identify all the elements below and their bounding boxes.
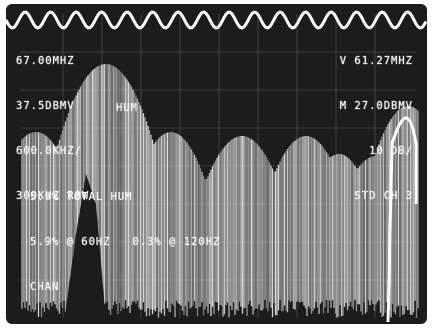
spectrum-display: [6, 10, 427, 323]
reference-level: 37.5DBMV: [16, 100, 75, 112]
left-readouts: 67.00MHZ 37.5DBMV 600.0KHZ/ 300KHZ RBW: [16, 24, 89, 234]
hum-waveform: [6, 10, 427, 30]
channel-label: CHAN: [30, 281, 60, 293]
right-readouts: V 61.27MHZ M 27.0DBMV 10 DB/ STD CH 3: [340, 24, 413, 234]
resolution-bandwidth: 300KHZ RBW: [16, 190, 90, 202]
marker-frequency: V 61.27MHZ: [339, 55, 413, 67]
spectrum-analyzer-screen: 67.00MHZ 37.5DBMV 600.0KHZ/ 300KHZ RBW V…: [6, 4, 427, 324]
marker-level: M 27.0DBMV: [339, 100, 413, 112]
standard-channel: STD CH 3: [354, 190, 413, 202]
signal-envelope: [21, 64, 419, 323]
measurement-results: 5.9% TOTAL HUM 5.9% @ 60HZ 0.3% @ 120HZ …: [30, 160, 220, 324]
center-frequency: 67.00MHZ: [16, 55, 75, 67]
scale-per-division: 10 DB/: [369, 145, 413, 157]
span-per-division: 600.0KHZ/: [16, 145, 82, 157]
hum-breakdown: 5.9% @ 60HZ 0.3% @ 120HZ: [30, 236, 221, 248]
measurement-mode: HUM: [116, 102, 138, 114]
total-hum: 5.9% TOTAL HUM: [30, 191, 133, 203]
